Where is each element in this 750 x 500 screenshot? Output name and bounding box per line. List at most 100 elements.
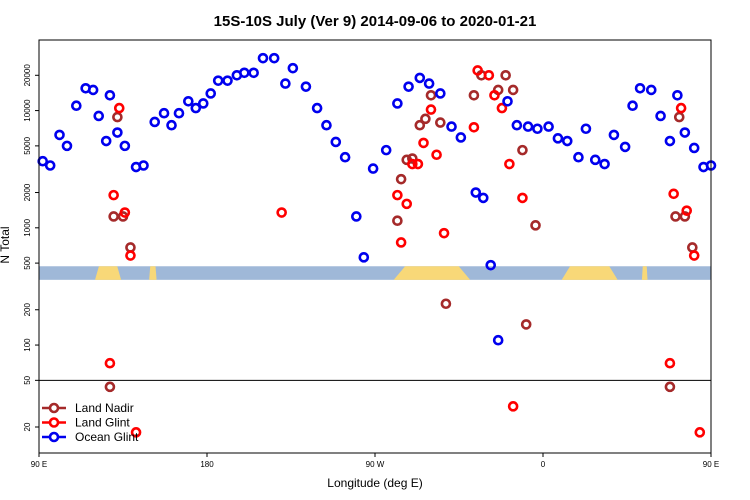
- ocean-glint-point: [485, 259, 497, 271]
- data-points: [37, 52, 717, 438]
- land-glint-point: [675, 102, 687, 114]
- land-nadir-point: [395, 173, 407, 185]
- ocean-glint-point: [212, 75, 224, 86]
- land-nadir-point: [108, 211, 119, 222]
- y-axis: 20 50 100 200 500 1000 2000 5000 10000 20000: [23, 64, 39, 431]
- land-nadir-point: [679, 211, 691, 222]
- ocean-glint-point: [149, 116, 161, 128]
- ocean-glint-point: [455, 132, 467, 143]
- ocean-glint-point: [300, 81, 312, 92]
- ocean-glint-point: [257, 52, 269, 64]
- ocean-glint-point: [502, 95, 513, 107]
- x-axis-label: Longitude (deg E): [327, 476, 422, 490]
- ocean-glint-point: [311, 102, 323, 114]
- ocean-glint-point: [380, 144, 392, 156]
- legend-item-land-nadir: Land Nadir: [42, 401, 134, 415]
- land-nadir-point: [407, 153, 418, 164]
- ocean-glint-point: [435, 88, 446, 99]
- ocean-glint-point: [470, 187, 482, 198]
- ocean-glint-point: [532, 123, 543, 135]
- land-glint-point: [425, 104, 437, 115]
- land-glint-point: [517, 192, 528, 204]
- land-nadir-point: [673, 111, 685, 123]
- land-glint-point: [418, 137, 429, 149]
- land-nadir-point: [425, 90, 437, 101]
- land-glint-point: [681, 205, 693, 216]
- land-glint-point: [664, 357, 676, 369]
- ocean-glint-point: [358, 252, 370, 263]
- land-segment: [641, 266, 648, 280]
- land-glint-point: [504, 158, 515, 170]
- ocean-glint-point: [543, 121, 554, 132]
- ocean-glint-point: [511, 119, 523, 131]
- ocean-glint-point: [339, 151, 351, 163]
- land-glint-point: [108, 189, 119, 201]
- chart-title: 15S-10S July (Ver 9) 2014-09-06 to 2020-…: [214, 13, 537, 30]
- ocean-glint-point: [158, 107, 170, 119]
- land-glint-point: [694, 427, 706, 438]
- ocean-glint-point: [61, 140, 73, 152]
- legend-item-ocean-glint: Ocean Glint: [42, 430, 139, 444]
- ocean-glint-point: [44, 160, 56, 171]
- land-glint-point: [412, 158, 424, 170]
- ocean-glint-point: [330, 136, 342, 148]
- y-tick-label: 5000: [23, 136, 32, 154]
- ocean-glint-point: [392, 98, 403, 109]
- land-nadir-point: [670, 211, 681, 222]
- ocean-glint-point: [280, 78, 291, 89]
- legend-label: Land Nadir: [75, 401, 134, 415]
- ocean-glint-point: [268, 52, 280, 64]
- ocean-glint-point: [71, 100, 82, 112]
- x-tick-label: 90 E: [703, 460, 719, 469]
- ocean-glint-point: [197, 98, 209, 109]
- land-nadir-point: [530, 220, 541, 231]
- land-glint-point: [130, 427, 142, 438]
- land-nadir-point: [664, 381, 676, 393]
- land-ocean-band: [39, 266, 711, 280]
- ocean-glint-point: [403, 81, 414, 92]
- ocean-glint-point: [104, 90, 116, 101]
- land-glint-point: [472, 65, 483, 76]
- y-axis-label: N Total: [0, 226, 12, 263]
- ocean-glint-point: [321, 119, 332, 131]
- ocean-glint-point: [645, 84, 657, 96]
- land-glint-point: [483, 69, 495, 81]
- ocean-glint-point: [183, 95, 194, 107]
- y-tick-label: 10000: [23, 99, 32, 122]
- ocean-glint-point: [634, 82, 646, 94]
- ocean-glint-point: [477, 192, 489, 204]
- ocean-glint-point: [222, 75, 233, 86]
- land-glint-point: [489, 90, 500, 101]
- y-tick-label: 20000: [23, 64, 32, 87]
- ocean-glint-point: [679, 127, 691, 138]
- land-glint-point: [119, 207, 131, 218]
- land-glint-point: [668, 188, 679, 200]
- land-segment: [393, 266, 471, 280]
- series-ocean-glint: [37, 52, 717, 346]
- ocean-glint-point: [367, 163, 379, 174]
- land-glint-point: [125, 250, 136, 261]
- legend-marker: [48, 417, 60, 428]
- ocean-glint-point: [119, 140, 131, 152]
- land-nadir-point: [517, 144, 528, 156]
- ocean-glint-point: [655, 110, 666, 122]
- land-glint-point: [468, 122, 480, 133]
- ocean-glint-point: [190, 102, 202, 114]
- ocean-glint-point: [112, 127, 123, 138]
- y-tick-label: 2000: [23, 183, 32, 201]
- ocean-glint-point: [608, 129, 620, 141]
- y-tick-label: 1000: [23, 218, 32, 236]
- land-segment: [95, 266, 122, 280]
- ocean-glint-point: [100, 135, 112, 147]
- land-nadir-point: [500, 69, 511, 81]
- ocean-glint-point: [627, 100, 638, 112]
- ocean-glint-point: [239, 67, 250, 79]
- ocean-glint-point: [423, 78, 435, 89]
- land-nadir-point: [414, 119, 426, 131]
- ocean-glint-point: [664, 135, 676, 147]
- ocean-band: [39, 266, 711, 280]
- y-tick-label: 100: [23, 338, 32, 352]
